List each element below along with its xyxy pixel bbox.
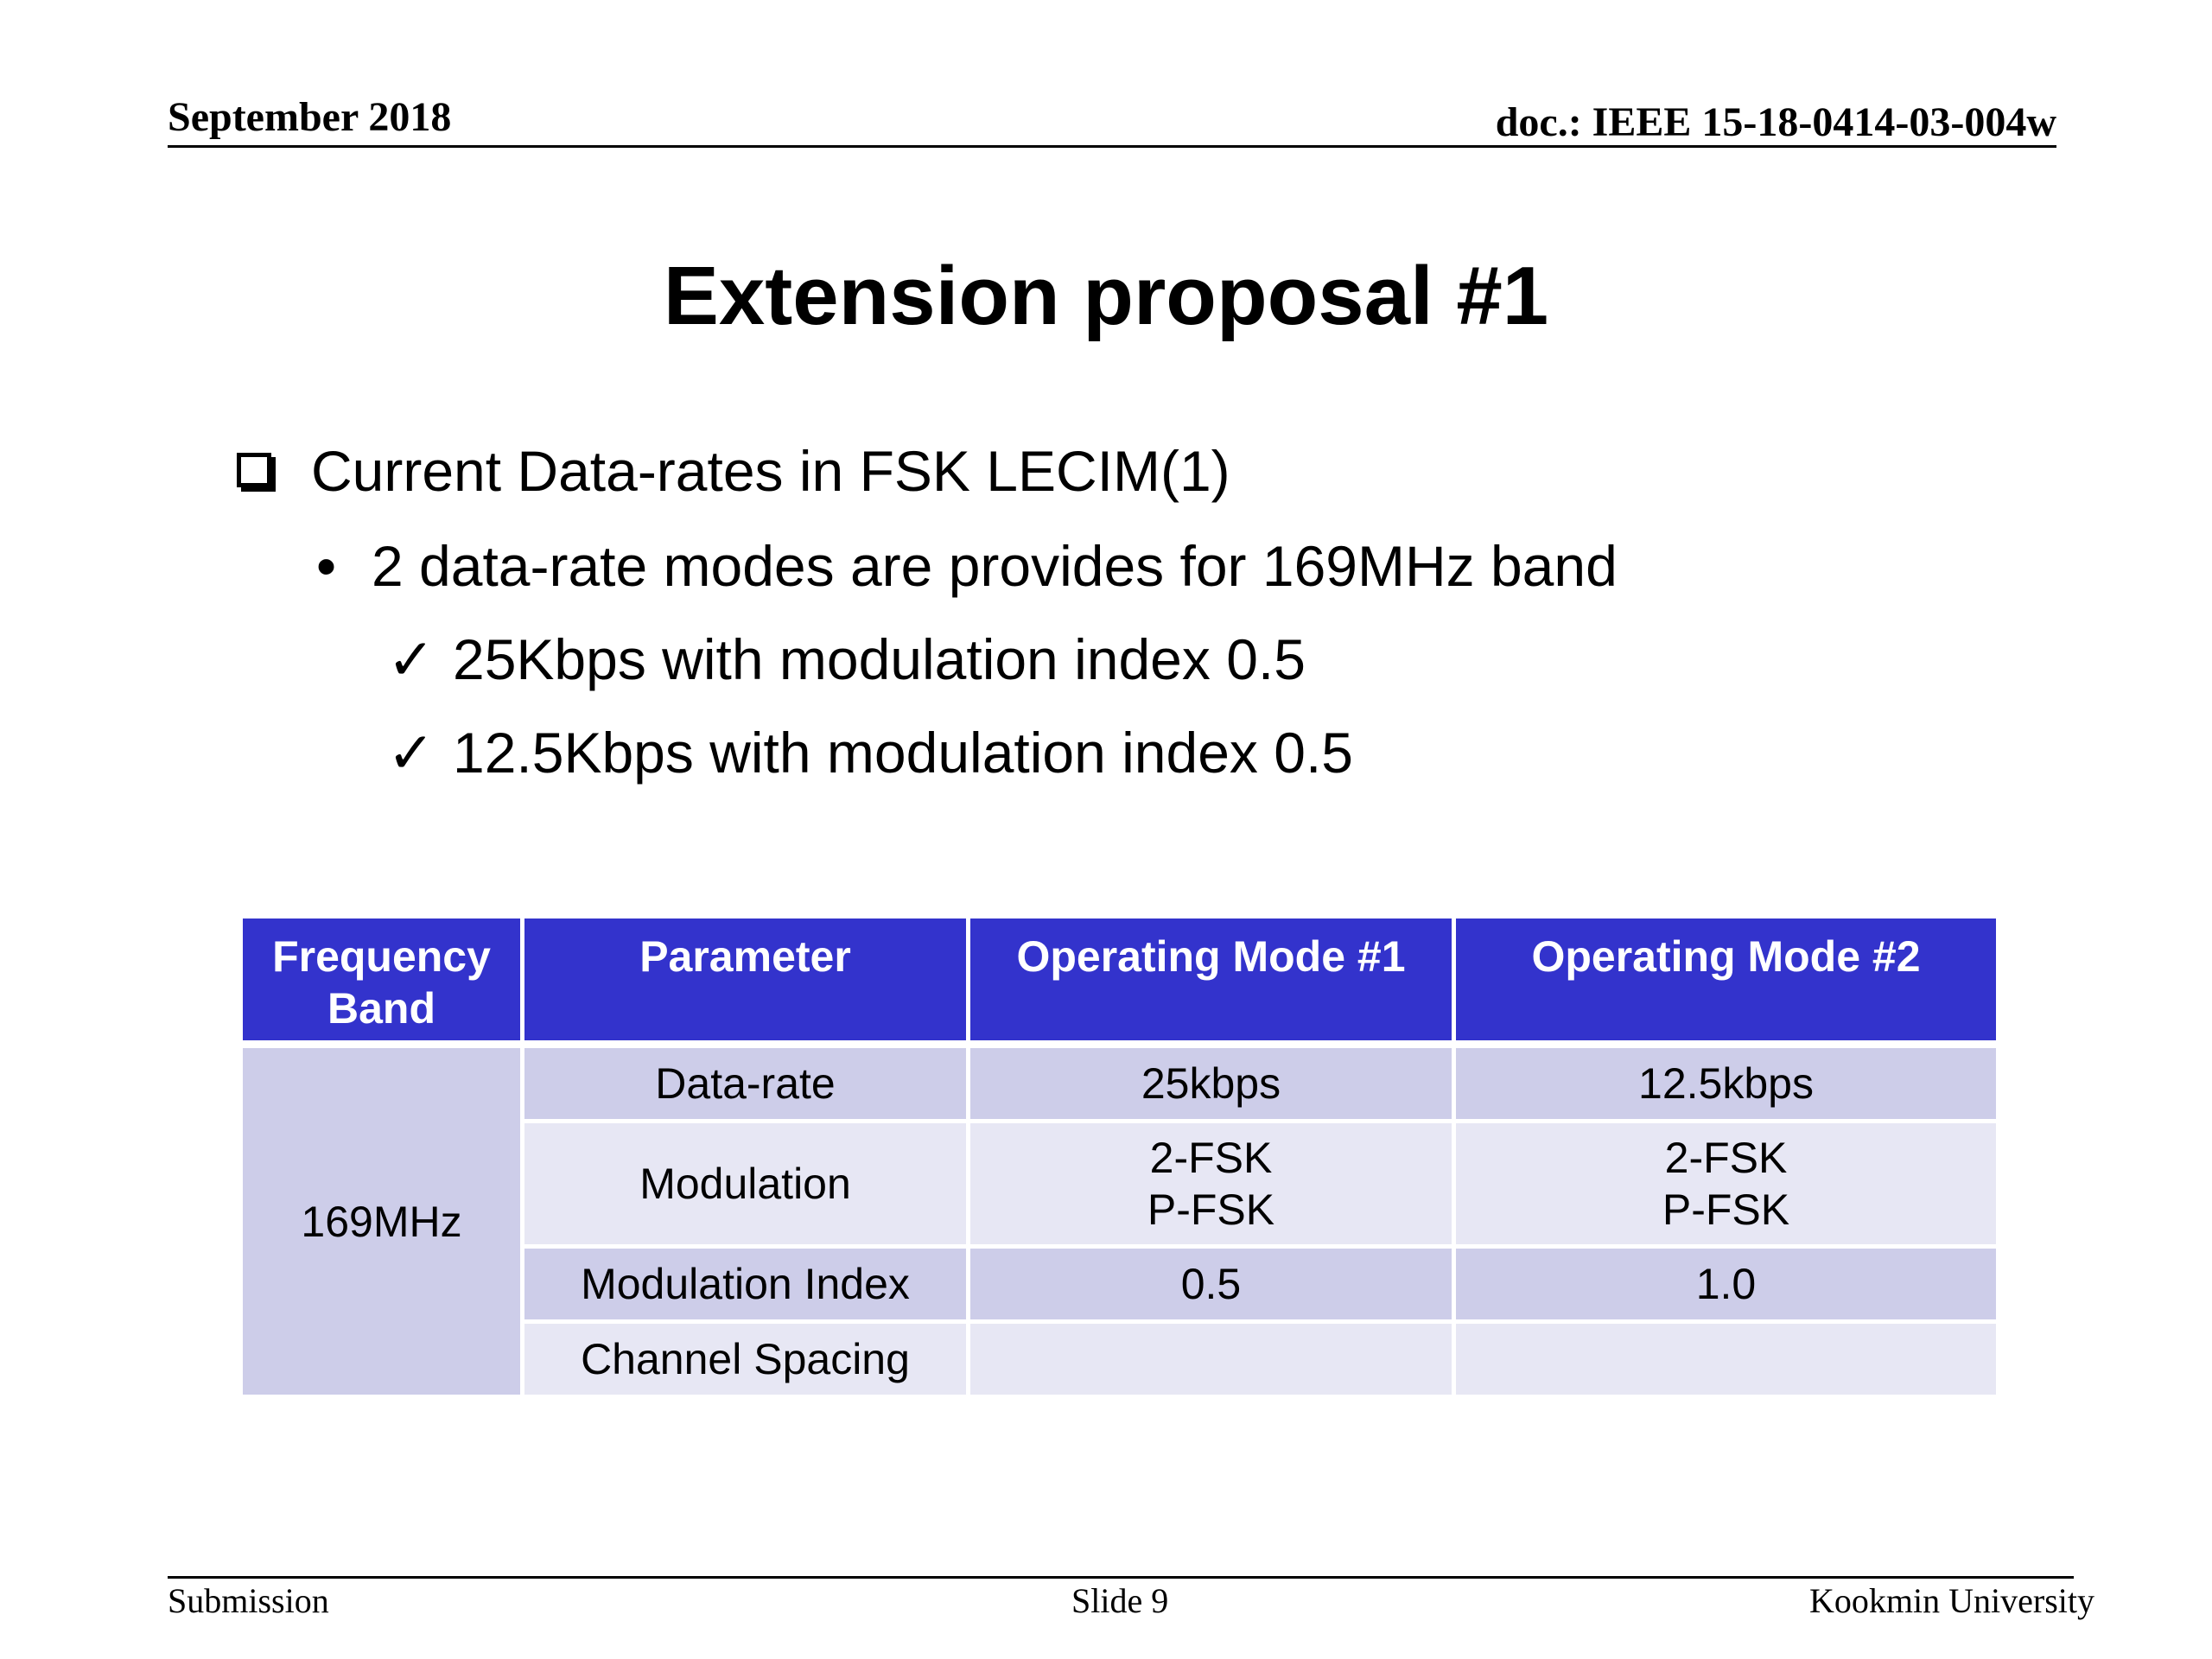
slide-title: Extension proposal #1 <box>663 250 1549 342</box>
mode2-line: 2-FSK <box>1664 1134 1788 1182</box>
header-operating-mode-1: Operating Mode #1 <box>966 914 1456 1048</box>
header-frequency-band: Frequency Band <box>238 914 524 1048</box>
header-date: September 2018 <box>168 94 452 140</box>
bullet-level3-item: ✓ 25Kbps with modulation index 0.5 <box>387 631 1306 688</box>
bullet-level3-text: 12.5Kbps with modulation index 0.5 <box>453 721 1354 785</box>
mode1-line: P-FSK <box>1147 1185 1275 1234</box>
footer-organization: Kookmin University <box>1809 1581 2094 1620</box>
table-row: Channel Spacing <box>241 1319 2000 1399</box>
header-operating-mode-2: Operating Mode #2 <box>1452 914 2000 1048</box>
bullet-level1-text: Current Data-rates in FSK LECIM(1) <box>311 439 1230 503</box>
header-parameter: Parameter <box>520 914 970 1048</box>
bullet-level2-text: 2 data-rate modes are provides for 169MH… <box>372 534 1618 598</box>
parameter-cell: Data-rate <box>520 1042 970 1123</box>
mode2-cell: 2-FSK P-FSK <box>1452 1119 2000 1249</box>
mode1-cell: 25kbps <box>966 1042 1456 1123</box>
mode1-cell: 0.5 <box>966 1244 1456 1324</box>
check-mark-icon: ✓ <box>387 627 435 691</box>
mode2-cell: 1.0 <box>1452 1244 2000 1324</box>
header-divider <box>168 145 2056 148</box>
mode2-cell: 12.5kbps <box>1452 1042 2000 1123</box>
check-mark-icon: ✓ <box>387 721 435 785</box>
table-header-row: Frequency Band Parameter Operating Mode … <box>238 914 2000 1048</box>
bullet-level2: • 2 data-rate modes are provides for 169M… <box>316 537 1618 594</box>
mode1-cell <box>966 1319 1456 1399</box>
checkbox-bullet-icon <box>237 453 271 487</box>
data-rate-table: Frequency Band Parameter Operating Mode … <box>238 914 2000 1399</box>
table-row: 169MHz Data-rate 25kbps 12.5kbps <box>238 1042 2000 1399</box>
frequency-band-cell: 169MHz <box>238 1042 524 1399</box>
bullet-level1: Current Data-rates in FSK LECIM(1) <box>237 442 1230 499</box>
parameter-cell: Modulation Index <box>520 1244 970 1324</box>
mode1-line: 2-FSK <box>1149 1134 1273 1182</box>
footer-submission: Submission <box>168 1581 329 1620</box>
footer-divider <box>168 1576 2074 1579</box>
footer-slide-number: Slide 9 <box>1071 1581 1169 1620</box>
bullet-level3-item: ✓ 12.5Kbps with modulation index 0.5 <box>387 724 1353 781</box>
mode2-cell <box>1452 1319 2000 1399</box>
parameter-cell: Channel Spacing <box>520 1319 970 1399</box>
header-doc-id: doc.: IEEE 15-18-0414-03-004w <box>1495 99 2056 145</box>
bullet-level3-text: 25Kbps with modulation index 0.5 <box>453 627 1306 691</box>
mode2-line: P-FSK <box>1662 1185 1790 1234</box>
parameter-cell: Modulation <box>520 1119 970 1249</box>
table-row: Modulation Index 0.5 1.0 <box>241 1244 2000 1324</box>
dot-bullet-icon: • <box>316 534 337 598</box>
table-row: Modulation 2-FSK P-FSK 2-FSK P-FSK <box>241 1119 2000 1249</box>
mode1-cell: 2-FSK P-FSK <box>966 1119 1456 1249</box>
